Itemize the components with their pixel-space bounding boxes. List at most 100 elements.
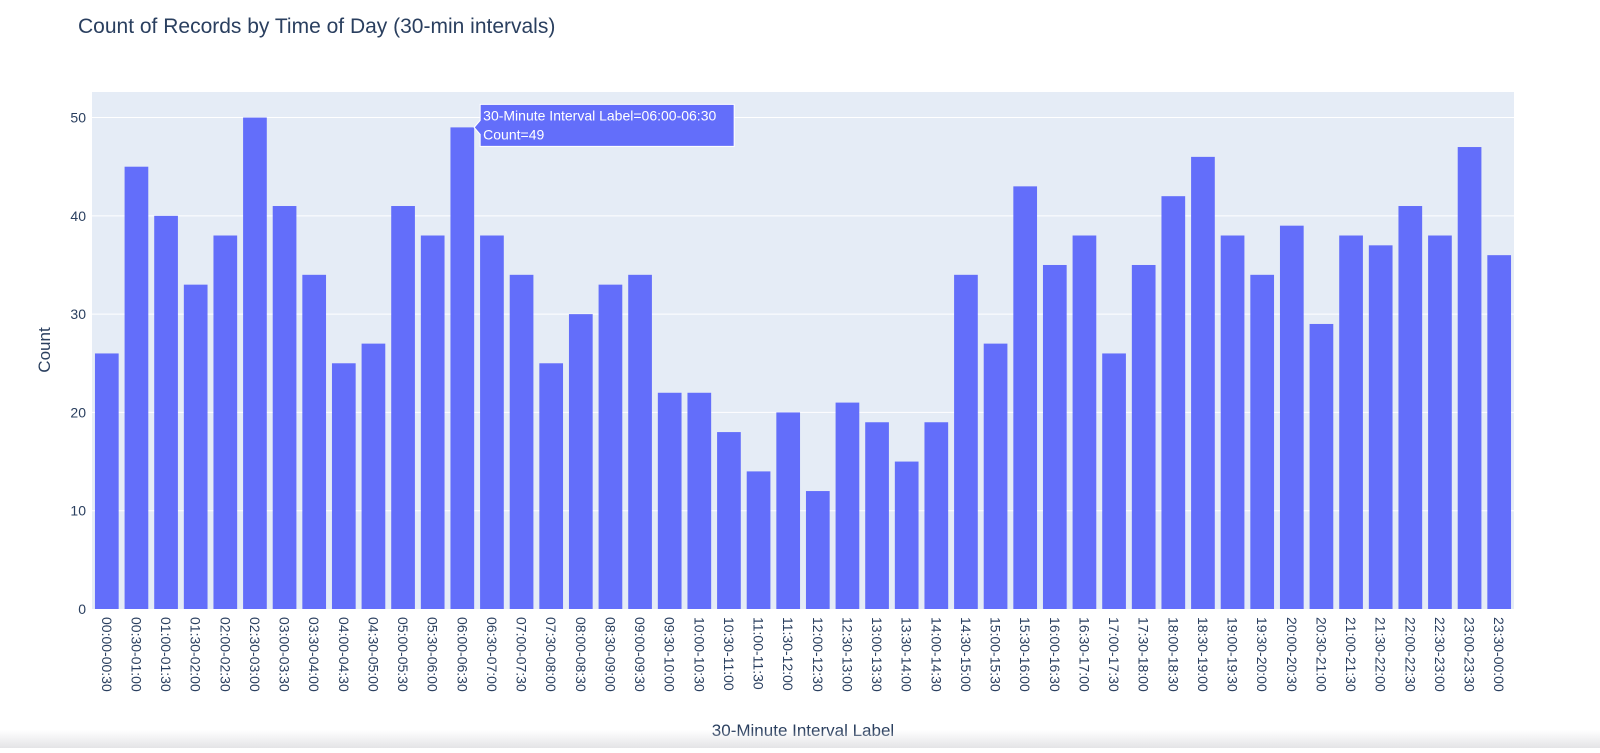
bar[interactable]	[420, 235, 445, 610]
x-tick-label: 00:00-00:30	[99, 617, 115, 692]
x-tick-label: 14:00-14:30	[928, 617, 944, 692]
x-tick-label: 09:00-09:30	[632, 617, 648, 692]
tooltip-box	[473, 103, 735, 147]
bar[interactable]	[894, 461, 919, 609]
bar[interactable]	[1309, 323, 1334, 609]
x-tick-label: 19:30-20:00	[1254, 617, 1270, 692]
bar[interactable]	[1191, 156, 1215, 609]
x-tick-label: 07:00-07:30	[514, 617, 530, 692]
x-tick-label: 21:30-22:00	[1373, 617, 1389, 692]
bar[interactable]	[1250, 274, 1275, 609]
x-tick-label: 18:00-18:30	[1165, 617, 1181, 692]
bar[interactable]	[1339, 235, 1363, 610]
x-tick-label: 07:30-08:00	[543, 617, 559, 692]
bar[interactable]	[746, 471, 771, 609]
x-tick-label: 01:30-02:00	[188, 617, 204, 692]
bar[interactable]	[776, 412, 801, 609]
bar[interactable]	[272, 206, 297, 610]
bar[interactable]	[243, 117, 267, 610]
x-tick-label: 05:00-05:30	[395, 617, 411, 692]
x-tick-label: 20:00-20:30	[1284, 617, 1300, 692]
bar[interactable]	[1220, 235, 1245, 610]
x-tick-label: 11:00-11:30	[751, 617, 767, 690]
bar[interactable]	[983, 343, 1008, 609]
x-tick-label: 19:00-19:30	[1225, 617, 1241, 692]
bar[interactable]	[1042, 264, 1067, 609]
bar[interactable]	[391, 206, 415, 610]
y-tick-label: 40	[70, 208, 86, 224]
bar[interactable]	[924, 422, 949, 609]
bar[interactable]	[1457, 147, 1482, 610]
x-tick-label: 05:30-06:00	[425, 617, 441, 692]
x-tick-label: 23:00-23:30	[1462, 617, 1478, 692]
hover-tooltip: 30-Minute Interval Label=06:00-06:30 Cou…	[473, 103, 735, 147]
x-tick-label: 22:00-22:30	[1402, 617, 1418, 692]
bar[interactable]	[1487, 255, 1512, 609]
bar[interactable]	[154, 215, 178, 609]
x-tick-label: 12:30-13:00	[839, 617, 855, 692]
x-tick-label: 04:30-05:00	[365, 617, 381, 692]
bars	[94, 117, 1512, 610]
bar[interactable]	[213, 235, 238, 610]
bar[interactable]	[539, 363, 564, 609]
x-tick-label: 01:00-01:30	[158, 617, 174, 692]
bar[interactable]	[628, 274, 652, 609]
x-tick-label: 04:00-04:30	[336, 617, 352, 692]
x-tick-label: 16:00-16:30	[1047, 617, 1063, 692]
bar[interactable]	[124, 166, 149, 609]
bar[interactable]	[598, 284, 623, 609]
x-tick-label: 20:30-21:00	[1313, 617, 1329, 692]
bar[interactable]	[183, 284, 208, 609]
bar[interactable]	[1102, 353, 1126, 609]
x-tick-label: 02:00-02:30	[217, 617, 233, 692]
x-tick-label: 22:30-23:00	[1432, 617, 1448, 692]
bar[interactable]	[1131, 264, 1156, 609]
y-axis-title: Count	[35, 327, 54, 373]
y-tick-label: 0	[78, 601, 86, 617]
bar[interactable]	[865, 422, 889, 609]
bar[interactable]	[450, 127, 475, 609]
x-tick-label: 18:30-19:00	[1195, 617, 1211, 692]
bar[interactable]	[568, 314, 593, 609]
x-axis-ticks: 00:00-00:30 00:30-01:00 01:00-01:30 01:30-0…	[99, 617, 1507, 692]
y-axis-ticks: 0 10 20 30 40 50	[70, 110, 86, 617]
bar[interactable]	[687, 392, 712, 609]
x-tick-label: 10:00-10:30	[691, 617, 707, 692]
bar[interactable]	[805, 491, 830, 609]
x-tick-label: 12:00-12:30	[810, 617, 826, 692]
bar[interactable]	[1428, 235, 1452, 610]
x-tick-label: 08:30-09:00	[602, 617, 618, 692]
y-tick-label: 20	[70, 404, 86, 420]
tooltip-line-1: 30-Minute Interval Label=06:00-06:30	[483, 107, 716, 123]
bar[interactable]	[1013, 186, 1038, 609]
bar[interactable]	[835, 402, 860, 609]
x-tick-label: 13:00-13:30	[869, 617, 885, 692]
bar[interactable]	[480, 235, 504, 610]
x-tick-label: 06:00-06:30	[454, 617, 470, 692]
bar[interactable]	[1398, 206, 1423, 610]
gridlines	[92, 117, 1514, 512]
x-tick-label: 17:00-17:30	[1106, 617, 1122, 692]
bar[interactable]	[954, 274, 978, 609]
x-tick-label: 08:00-08:30	[573, 617, 589, 692]
x-tick-label: 21:00-21:30	[1343, 617, 1359, 692]
bar[interactable]	[717, 432, 741, 609]
bar[interactable]	[1072, 235, 1097, 610]
x-tick-label: 02:30-03:00	[247, 617, 263, 692]
bar[interactable]	[1279, 225, 1304, 609]
x-tick-label: 23:30-00:00	[1491, 617, 1507, 692]
x-tick-label: 11:30-12:00	[780, 617, 796, 691]
bar[interactable]	[1161, 196, 1186, 609]
tooltip-line-2: Count=49	[483, 126, 544, 142]
bar[interactable]	[361, 343, 386, 609]
bar[interactable]	[302, 274, 327, 609]
bar[interactable]	[509, 274, 534, 609]
bar[interactable]	[657, 392, 682, 609]
bar[interactable]	[331, 363, 356, 609]
bar[interactable]	[1368, 245, 1393, 609]
x-tick-label: 13:30-14:00	[899, 617, 915, 692]
bar[interactable]	[94, 353, 119, 609]
plot-background	[92, 92, 1514, 609]
